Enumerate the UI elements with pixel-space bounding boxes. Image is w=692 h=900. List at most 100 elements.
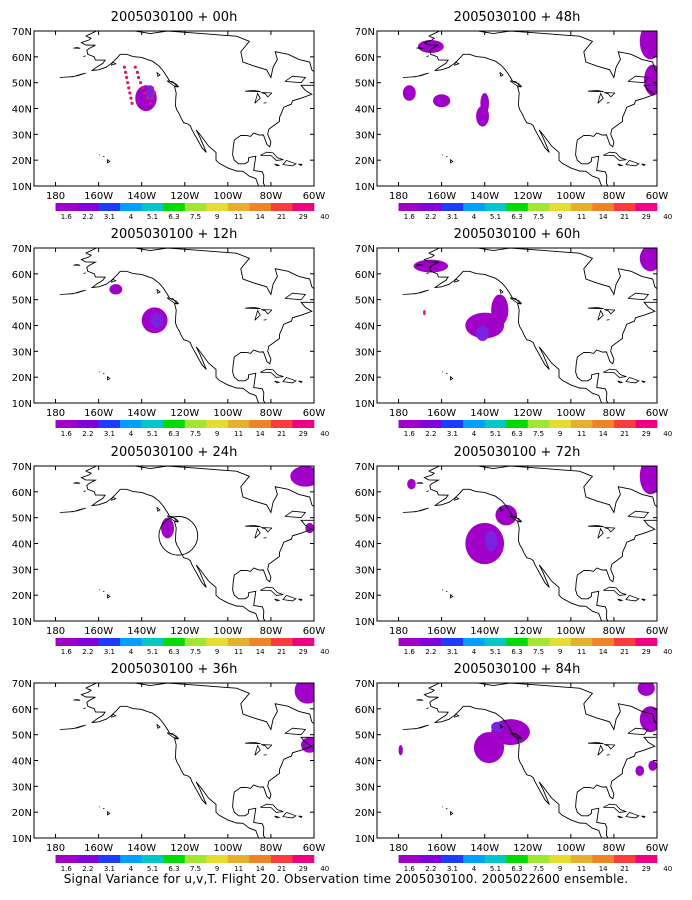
flight-track-point — [136, 75, 141, 80]
colorbar-label: 9 — [558, 430, 562, 438]
variance-contour — [639, 31, 657, 60]
colorbar-swatch — [441, 855, 464, 863]
lat-tick-label: 30N — [355, 565, 375, 576]
lon-tick-label: 100W — [213, 191, 242, 202]
lon-tick-label: 160W — [84, 843, 113, 854]
flight-track-point — [153, 91, 157, 95]
colorbar-swatch — [463, 638, 485, 646]
lat-tick-label: 70N — [12, 244, 32, 255]
colorbar-label: 40 — [663, 430, 672, 438]
colorbar-label: 2.2 — [425, 430, 436, 438]
colorbar-swatch — [206, 638, 229, 646]
flight-track-point — [129, 96, 133, 100]
lat-tick-label: 30N — [12, 130, 32, 141]
island-outline — [606, 754, 610, 756]
colorbar-swatch — [77, 855, 99, 863]
variance-contour — [639, 706, 657, 733]
map-area — [34, 31, 314, 186]
island-outline — [453, 61, 460, 66]
island-outline — [260, 368, 284, 378]
lat-tick-label: 20N — [355, 156, 375, 167]
lon-tick-label: 140W — [127, 626, 156, 637]
lat-tick-label: 30N — [355, 130, 375, 141]
island-outline — [263, 754, 267, 756]
flight-track-point — [127, 86, 131, 90]
colorbar: 1.6 2.2 3.1 4 5.1 6.3 7.5 9 11 14 21 29 40 — [398, 855, 672, 873]
colorbar-swatch — [227, 203, 250, 211]
lat-tick-label: 20N — [12, 808, 32, 819]
variance-contour — [407, 478, 416, 490]
colorbar-label: 7.5 — [190, 213, 201, 221]
flight-track-point — [125, 75, 129, 80]
colorbar-label: 4 — [472, 865, 477, 873]
colorbar-label: 6.3 — [511, 430, 522, 438]
colorbar-label: 6.3 — [168, 213, 179, 221]
colorbar-label: 7.5 — [533, 213, 544, 221]
flight-track-point — [150, 96, 155, 100]
panel-title: 2005030100 + 00h — [111, 10, 238, 25]
island-outline — [426, 55, 429, 58]
lon-tick-label: 120W — [170, 191, 199, 202]
lat-tick-label: 30N — [12, 347, 32, 358]
island-outline — [110, 496, 117, 501]
colorbar-swatch — [270, 855, 293, 863]
lon-tick-label: 160W — [84, 408, 113, 419]
lon-tick-label: 160W — [84, 626, 113, 637]
colorbar-label: 6.3 — [511, 865, 522, 873]
lon-tick-label: 80W — [603, 843, 626, 854]
lon-tick-label: 60W — [303, 191, 326, 202]
variance-contour — [635, 765, 645, 776]
colorbar-label: 9 — [558, 865, 562, 873]
island-outline — [641, 380, 646, 384]
lat-tick-label: 70N — [355, 244, 375, 255]
island-outline — [617, 815, 624, 819]
map-area — [377, 466, 657, 621]
lat-tick-label: 70N — [355, 462, 375, 473]
panel-title: 2005030100 + 48h — [454, 10, 581, 25]
island-outline — [509, 732, 522, 740]
island-outline — [284, 727, 307, 736]
lat-tick-label: 30N — [12, 565, 32, 576]
flight-track-point — [141, 86, 145, 90]
colorbar: 1.6 2.2 3.1 4 5.1 6.3 7.5 9 11 14 21 29 40 — [398, 638, 672, 656]
colorbar-label: 1.6 — [404, 648, 416, 656]
island-outline — [284, 292, 307, 301]
colorbar-swatch — [120, 638, 142, 646]
island-outline — [166, 297, 179, 305]
colorbar-swatch — [463, 855, 485, 863]
island-outline — [604, 92, 616, 98]
colorbar-label: 3.1 — [447, 430, 458, 438]
island-outline — [59, 507, 86, 513]
colorbar: 1.6 2.2 3.1 4 5.1 6.3 7.5 9 11 14 21 29 40 — [55, 638, 329, 656]
lat-tick-label: 10N — [355, 182, 375, 193]
colorbar-swatch — [592, 638, 615, 646]
colorbar-swatch — [463, 420, 485, 428]
colorbar-swatch — [506, 855, 529, 863]
flight-track-point — [130, 101, 134, 105]
colorbar-swatch — [549, 638, 572, 646]
colorbar-label: 2.2 — [425, 648, 436, 656]
island-outline — [625, 377, 640, 384]
lon-tick-label: 80W — [603, 626, 626, 637]
colorbar-label: 5.1 — [490, 430, 501, 438]
colorbar-swatch — [120, 420, 142, 428]
island-outline — [445, 372, 448, 375]
island-outline — [298, 598, 303, 602]
island-outline — [445, 590, 448, 593]
lat-tick-label: 50N — [355, 296, 375, 307]
island-outline — [263, 537, 267, 539]
flight-track-point — [135, 70, 139, 74]
colorbar-label: 6.3 — [511, 213, 522, 221]
island-outline — [426, 490, 429, 493]
island-outline — [509, 515, 522, 523]
colorbar: 1.6 2.2 3.1 4 5.1 6.3 7.5 9 11 14 21 29 40 — [398, 203, 672, 221]
lon-tick-label: 160W — [427, 191, 456, 202]
variance-contour — [495, 504, 517, 526]
island-outline — [604, 309, 616, 315]
variance-contour — [637, 683, 655, 696]
colorbar-label: 3.1 — [104, 213, 115, 221]
lon-tick-label: 140W — [470, 408, 499, 419]
island-outline — [453, 278, 460, 283]
colorbar-label: 21 — [620, 865, 629, 873]
colorbar-swatch — [227, 638, 250, 646]
